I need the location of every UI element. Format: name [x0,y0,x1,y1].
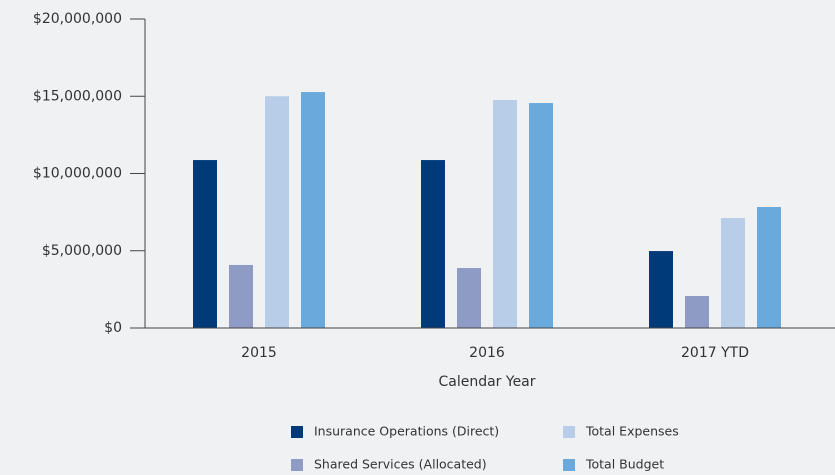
bar [229,264,253,328]
legend-swatch [291,426,303,438]
bar [685,296,709,328]
bar [757,207,781,328]
y-tick-label: $20,000,000 [33,11,122,27]
x-tick-label: 2017 YTD [681,345,749,361]
legend-label: Shared Services (Allocated) [314,457,487,472]
bar [721,217,745,328]
bar [649,251,673,328]
bar [265,96,289,328]
bar [457,268,481,328]
legend-label: Insurance Operations (Direct) [314,424,499,439]
bar [301,92,325,329]
bar [193,160,217,328]
legend-swatch [563,459,575,471]
y-tick-label: $15,000,000 [33,88,122,104]
legend-label: Total Budget [585,457,664,472]
y-tick-label: $0 [104,320,122,336]
x-axis-label: Calendar Year [438,374,535,390]
legend-label: Total Expenses [585,424,679,439]
bar [421,160,445,328]
legend-swatch [563,426,575,438]
x-tick-label: 2015 [241,345,277,361]
y-tick-label: $5,000,000 [42,243,122,259]
legend-swatch [291,459,303,471]
x-tick-label: 2016 [469,345,505,361]
bar [529,103,553,328]
y-tick-label: $10,000,000 [33,166,122,182]
bar [493,99,517,328]
